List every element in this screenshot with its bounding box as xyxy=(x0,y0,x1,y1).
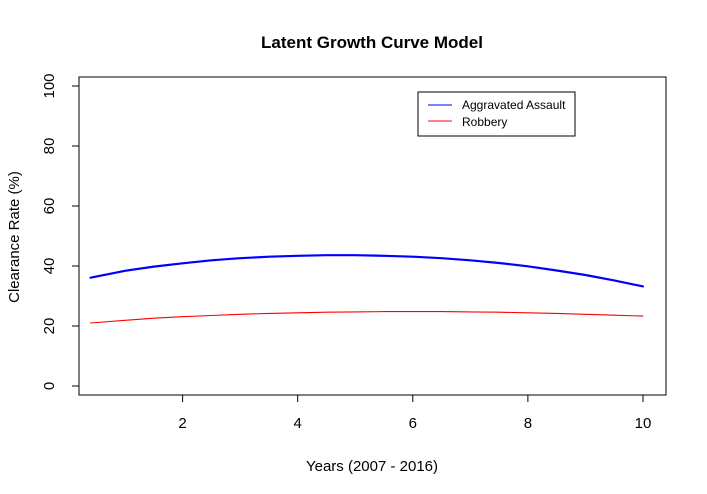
x-axis: 2 4 6 8 10 xyxy=(178,394,652,432)
series-line-robbery xyxy=(89,311,644,324)
y-axis-label: Clearance Rate (%) xyxy=(6,171,23,303)
x-axis-label: Years (2007 - 2016) xyxy=(306,458,438,475)
x-tick-label: 6 xyxy=(409,415,417,432)
x-tick-label: 10 xyxy=(635,415,652,432)
legend-box xyxy=(417,91,576,137)
legend: Aggravated Assault Robbery xyxy=(417,91,576,137)
y-tick-label: 40 xyxy=(41,258,58,275)
y-tick-label: 80 xyxy=(41,138,58,155)
x-tick-label: 8 xyxy=(524,415,532,432)
series-layer xyxy=(89,254,645,324)
x-tick-label: 2 xyxy=(178,415,186,432)
plot-frame xyxy=(78,76,667,396)
series-line-aggravated-assault xyxy=(89,254,645,288)
y-tick-label: 0 xyxy=(41,382,58,390)
legend-label-robbery: Robbery xyxy=(462,115,507,129)
y-axis: 0 20 40 60 80 100 xyxy=(41,73,80,390)
y-tick-label: 20 xyxy=(41,318,58,335)
x-tick-label: 4 xyxy=(294,415,302,432)
legend-label-aggravated-assault: Aggravated Assault xyxy=(462,98,566,112)
y-tick-label: 60 xyxy=(41,198,58,215)
chart-title: Latent Growth Curve Model xyxy=(261,33,483,52)
y-tick-label: 100 xyxy=(41,73,58,98)
